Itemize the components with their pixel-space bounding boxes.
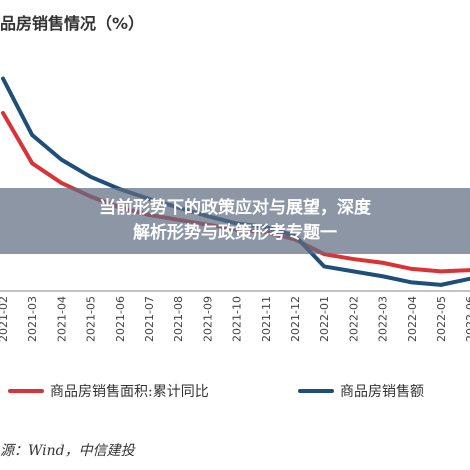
banner-line-2: 解析形势与政策形考专题一 <box>133 223 337 243</box>
x-tick-label: 2021-06 <box>114 296 127 342</box>
x-tick-label: 2021-08 <box>172 296 185 342</box>
x-tick-label: 2022-04 <box>406 296 419 342</box>
x-tick-label: 2021-11 <box>260 296 273 342</box>
legend-item-area: 商品房销售面积:累计同比 <box>8 381 209 401</box>
x-tick-label: 2021-05 <box>85 296 98 342</box>
legend-swatch-area <box>8 389 44 393</box>
x-tick-label: 2021-12 <box>289 296 302 342</box>
x-tick-labels: 2021-02 2021-03 2021-04 2021-05 2021-06 2021-… <box>0 296 470 342</box>
x-tick-label: 2022-03 <box>377 296 390 342</box>
x-tick-label: 2021-07 <box>143 296 156 342</box>
chart-title: 品房销售情况（%） <box>0 14 145 33</box>
source-note: 源：Wind，中信建投 <box>0 443 135 459</box>
x-tick-label: 2022-06 <box>464 296 470 342</box>
x-tick-label: 2021-10 <box>231 296 244 342</box>
legend-swatch-sales <box>298 389 334 393</box>
x-tick-label: 2022-05 <box>435 296 448 342</box>
x-tick-label: 2021-02 <box>0 296 10 342</box>
x-tick-label: 2021-09 <box>201 296 214 342</box>
x-tick-label: 2021-04 <box>55 296 68 342</box>
legend-label-sales: 商品房销售额 <box>340 384 424 400</box>
banner-line-1: 当前形势下的政策应对与展望，深度 <box>99 198 371 218</box>
overlay-banner: 当前形势下的政策应对与展望，深度 解析形势与政策形考专题一 <box>0 188 470 254</box>
x-tick-label: 2022-02 <box>347 296 360 342</box>
chart-legend: 商品房销售面积:累计同比 商品房销售额 <box>0 381 470 403</box>
x-tick-label: 2021-03 <box>26 296 39 342</box>
legend-label-area: 商品房销售面积:累计同比 <box>50 384 209 400</box>
x-tick-label: 2022-01 <box>318 296 331 342</box>
legend-item-sales: 商品房销售额 <box>298 381 424 401</box>
